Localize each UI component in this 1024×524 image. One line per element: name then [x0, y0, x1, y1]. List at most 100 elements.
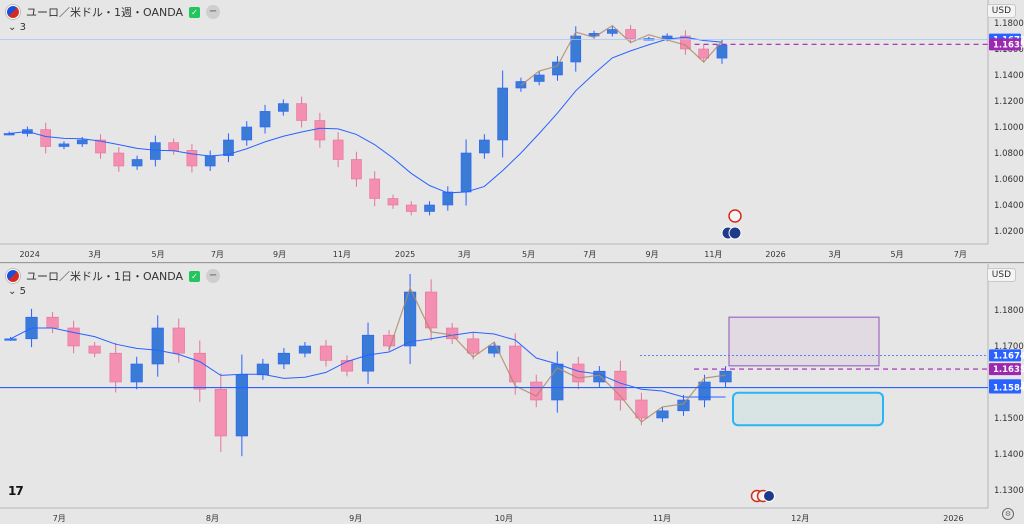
- settings-icon[interactable]: ⚙: [1002, 508, 1014, 520]
- candle: [405, 204, 417, 212]
- candle: [382, 334, 396, 347]
- moving-average-line: [9, 36, 723, 194]
- price-tick-label: 1.06000: [994, 175, 1024, 185]
- time-tick-label: 7月: [211, 250, 224, 259]
- price-tick-label: 1.18000: [994, 19, 1024, 29]
- candle: [530, 381, 543, 401]
- price-tick-label: 1.04000: [994, 201, 1024, 211]
- currency-button[interactable]: USD: [986, 4, 1016, 18]
- eu-event-icon: [763, 490, 775, 502]
- zigzag-line: [388, 286, 726, 423]
- price-tick-label: 1.14000: [994, 450, 1024, 460]
- candle: [259, 111, 271, 128]
- candle: [625, 29, 636, 39]
- time-tick-label: 2026: [943, 514, 963, 523]
- candle: [424, 204, 435, 212]
- candle: [109, 352, 122, 383]
- candle: [256, 363, 269, 376]
- candle: [635, 399, 648, 419]
- daily-chart-legend: ユーロ／米ドル・1日・OANDA ✓ −: [6, 268, 221, 284]
- weekly-chart-title: ユーロ／米ドル・1週・OANDA: [26, 6, 184, 19]
- candle: [150, 142, 161, 160]
- candle: [3, 133, 15, 136]
- candle: [76, 139, 88, 145]
- time-tick-label: 3月: [458, 250, 471, 259]
- daily-chart[interactable]: 1.18000 1.17000 1.15000 1.14000 1.13000 7月 8月 9…: [0, 264, 1024, 524]
- price-tick-label: 1.10000: [994, 123, 1024, 133]
- chevron-down-icon[interactable]: ⌄: [8, 286, 17, 297]
- more-options-icon[interactable]: −: [206, 5, 221, 19]
- candle: [113, 152, 125, 167]
- candle: [656, 410, 669, 419]
- candle: [361, 334, 375, 372]
- candle: [387, 198, 399, 206]
- price-badge: [989, 381, 1021, 394]
- indicator-count: 3: [19, 22, 26, 33]
- time-tick-label: 7月: [583, 250, 596, 259]
- time-tick-label: 12月: [791, 514, 809, 523]
- resistance-zone: [728, 316, 880, 367]
- candle: [130, 363, 143, 383]
- weekly-chart-legend: ユーロ／米ドル・1週・OANDA ✓ −: [6, 4, 221, 20]
- price-badge: [989, 38, 1021, 51]
- candle: [552, 61, 563, 76]
- candle: [488, 345, 501, 354]
- time-tick-label: 7月: [954, 250, 967, 259]
- price-badge: [989, 363, 1021, 376]
- weekly-indicator-legend[interactable]: ⌄ 3: [8, 22, 26, 33]
- price-badge-label: 1.16359: [993, 365, 1024, 375]
- candle: [193, 352, 206, 390]
- candle: [467, 338, 480, 354]
- candle: [58, 143, 70, 147]
- market-open-icon: ✓: [189, 6, 201, 18]
- candle: [131, 159, 143, 167]
- candle: [67, 327, 80, 347]
- time-tick-label: 3月: [88, 250, 101, 259]
- candle: [332, 139, 344, 160]
- candle: [661, 35, 673, 39]
- candle: [277, 352, 290, 365]
- weekly-chart-pane[interactable]: 1.180001.160001.140001.120001.100001.080…: [0, 0, 1024, 263]
- indicator-count: 5: [19, 286, 26, 297]
- candle: [497, 87, 508, 141]
- more-options-icon[interactable]: −: [206, 269, 221, 283]
- candle: [4, 338, 17, 341]
- daily-chart-pane[interactable]: 1.18000 1.17000 1.15000 1.14000 1.13000 7月 8月 9…: [0, 264, 1024, 524]
- time-tick-label: 9月: [273, 250, 286, 259]
- candle: [479, 139, 490, 154]
- eurusd-flag-icon: [6, 269, 20, 283]
- candle: [509, 345, 522, 383]
- candle: [296, 103, 307, 121]
- candle: [698, 381, 711, 401]
- zigzag-line: [520, 24, 723, 86]
- tradingview-logo: 17: [8, 484, 24, 498]
- price-tick-label: 1.12000: [994, 97, 1024, 107]
- weekly-chart[interactable]: 1.180001.160001.140001.120001.100001.080…: [0, 0, 1024, 262]
- candle: [677, 399, 690, 412]
- candle: [319, 345, 333, 361]
- candle: [186, 150, 198, 167]
- candle: [214, 388, 227, 437]
- price-badge-label: 1.16740: [993, 351, 1024, 361]
- candle: [570, 35, 582, 63]
- price-badge-label: 1.15846: [993, 384, 1024, 394]
- candle: [277, 103, 289, 112]
- time-tick-label: 3月: [828, 250, 841, 259]
- time-tick-label: 9月: [646, 250, 659, 259]
- time-tick-label: 10月: [495, 514, 513, 523]
- candle: [151, 327, 164, 365]
- daily-indicator-legend[interactable]: ⌄ 5: [8, 286, 26, 297]
- candle: [235, 374, 248, 437]
- candle: [95, 139, 106, 154]
- candle: [241, 126, 253, 141]
- candle: [340, 360, 354, 372]
- currency-button[interactable]: USD: [986, 268, 1016, 282]
- candle: [719, 370, 732, 383]
- time-tick-label: 11月: [333, 250, 351, 259]
- candle: [314, 120, 326, 141]
- time-tick-label: 5月: [891, 250, 904, 259]
- eu-event-icon: [728, 226, 742, 240]
- time-tick-label: 2026: [765, 250, 785, 259]
- support-zone: [732, 391, 884, 427]
- chevron-down-icon[interactable]: ⌄: [8, 22, 17, 33]
